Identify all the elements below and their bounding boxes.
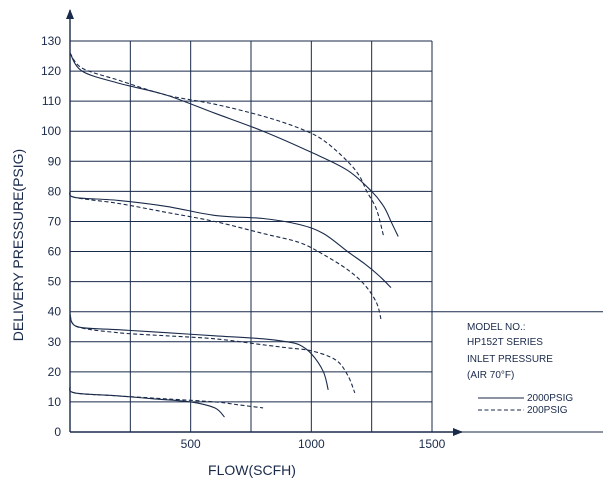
legend-line-2: INLET PRESSURE xyxy=(467,354,553,365)
series-line-2-solid xyxy=(69,191,392,288)
y-tick-label-12: 120 xyxy=(41,64,61,78)
grid xyxy=(70,40,603,432)
y-tick-label-7: 70 xyxy=(48,214,62,228)
y-tick-label-9: 90 xyxy=(48,154,62,168)
legend: MODEL NO.: HP152T SERIES INLET PRESSURE (AI… xyxy=(467,322,573,416)
series-line-0-solid xyxy=(69,52,399,237)
y-tick-label-2: 20 xyxy=(48,365,62,379)
series-line-1-dashed xyxy=(69,52,385,237)
y-tick-label-4: 40 xyxy=(48,305,62,319)
axis-labels: FLOW(SCFH) DELIVERY PRESSURE(PSIG) xyxy=(10,149,296,478)
y-tick-label-6: 60 xyxy=(48,245,62,259)
series-line-7-dashed xyxy=(69,386,264,409)
y-axis-title: DELIVERY PRESSURE(PSIG) xyxy=(10,149,26,341)
x-tick-label-2: 1500 xyxy=(419,437,446,451)
series-line-3-dashed xyxy=(69,191,382,321)
x-axis-title: FLOW(SCFH) xyxy=(208,462,296,478)
series-lines xyxy=(69,52,399,418)
axes xyxy=(66,9,603,436)
series-line-4-solid xyxy=(69,314,329,391)
y-tick-label-0: 0 xyxy=(54,425,61,439)
x-tick-label-1: 1000 xyxy=(298,437,325,451)
series-line-5-dashed xyxy=(69,314,356,394)
x-tick-label-0: 500 xyxy=(181,437,201,451)
y-tick-label-8: 80 xyxy=(48,184,62,198)
legend-entry-1: 200PSIG xyxy=(527,405,568,416)
y-tick-label-11: 110 xyxy=(42,94,61,108)
legend-line-1: HP152T SERIES xyxy=(467,337,543,348)
tick-labels: 0 10 20 30 40 50 60 70 80 90 100 110 120 130 500 1000 15… xyxy=(41,34,446,451)
legend-line-0: MODEL NO.: xyxy=(467,322,526,333)
legend-entry-0: 2000PSIG xyxy=(527,393,573,404)
y-tick-label-10: 100 xyxy=(41,124,61,138)
y-tick-label-13: 130 xyxy=(41,34,61,48)
y-tick-label-3: 30 xyxy=(48,335,62,349)
y-tick-label-1: 10 xyxy=(48,395,62,409)
legend-line-3: (AIR 70°F) xyxy=(467,370,514,381)
y-tick-label-5: 50 xyxy=(48,275,62,289)
